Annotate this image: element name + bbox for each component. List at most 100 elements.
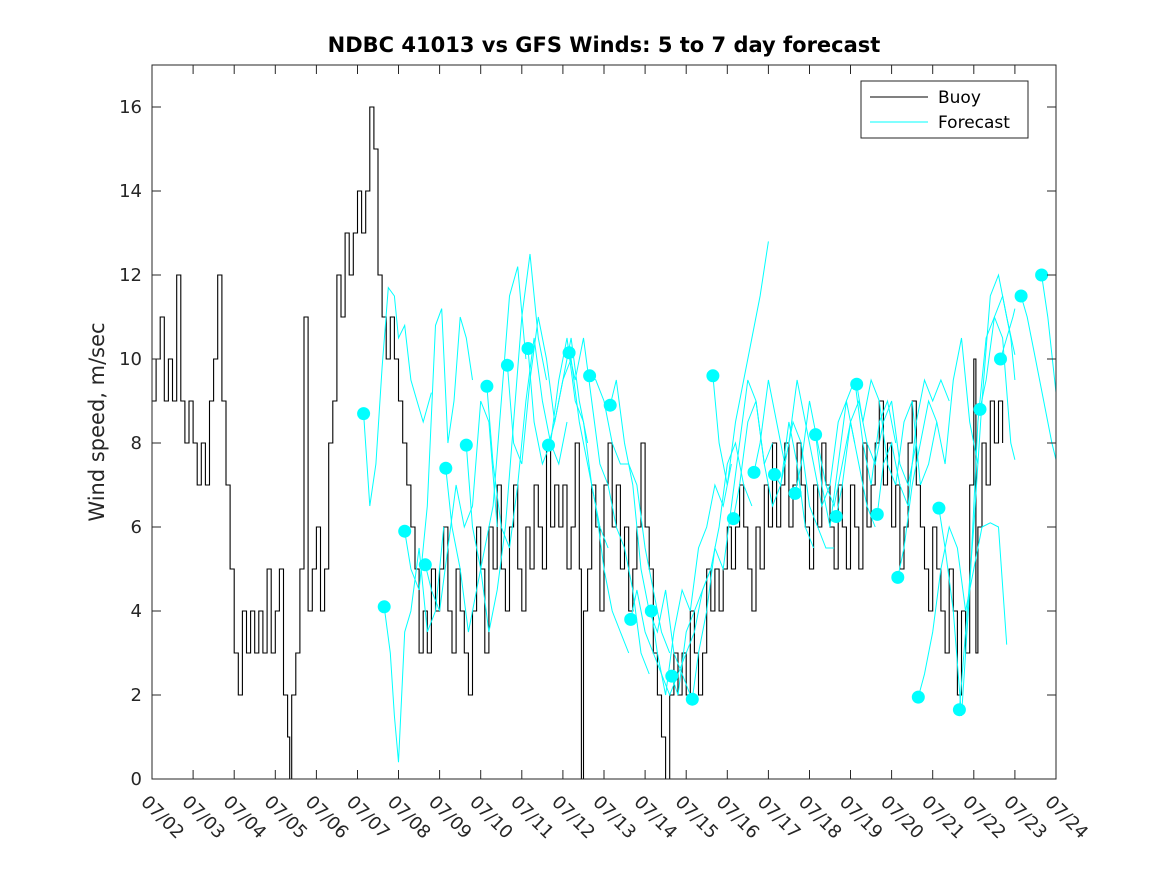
- forecast-start-marker: [644, 604, 658, 618]
- forecast-start-marker: [459, 438, 473, 452]
- x-tick-label: 07/11: [506, 792, 558, 844]
- x-tick-label: 07/18: [794, 792, 846, 844]
- forecast-line: [856, 378, 938, 486]
- x-tick-label: 07/10: [465, 792, 517, 844]
- x-tick-label: 07/07: [342, 792, 394, 844]
- y-tick-label: 10: [119, 349, 142, 370]
- x-tick-label: 07/06: [301, 792, 353, 844]
- forecast-line: [732, 400, 815, 549]
- forecast-line: [1020, 295, 1057, 460]
- forecast-line: [712, 241, 769, 486]
- forecast-series: [357, 241, 1057, 763]
- x-tick-label: 07/12: [547, 792, 599, 844]
- forecast-start-marker: [665, 669, 679, 683]
- x-tick-label: 07/03: [178, 792, 230, 844]
- forecast-start-marker: [891, 570, 905, 584]
- buoy-line: [152, 106, 1004, 780]
- forecast-line: [938, 315, 1016, 717]
- forecast-line: [465, 253, 547, 633]
- forecast-line: [568, 337, 650, 675]
- forecast-start-marker: [418, 558, 432, 572]
- y-tick-label: 0: [131, 769, 142, 790]
- forecast-line: [979, 294, 1016, 410]
- forecast-line: [609, 379, 691, 696]
- forecast-line: [774, 379, 856, 508]
- x-tick-label: 07/19: [835, 792, 887, 844]
- forecast-start-marker: [747, 465, 761, 479]
- x-tick-label: 07/02: [136, 792, 188, 844]
- y-tick-label: 12: [119, 265, 142, 286]
- forecast-start-marker: [377, 600, 391, 614]
- x-tick-label: 07/17: [753, 792, 805, 844]
- forecast-start-marker: [398, 524, 412, 538]
- forecast-start-marker: [500, 358, 514, 372]
- forecast-start-marker: [809, 428, 823, 442]
- y-tick-label: 8: [131, 433, 142, 454]
- forecast-line: [794, 400, 876, 528]
- forecast-start-marker: [870, 507, 884, 521]
- y-tick-labels: 0 2 4 6 8 10 12 14 16: [119, 97, 142, 790]
- forecast-line: [630, 568, 712, 697]
- legend-label-forecast: Forecast: [938, 113, 1010, 133]
- chart-title: NDBC 41013 vs GFS Winds: 5 to 7 day fore…: [328, 33, 881, 57]
- x-tick-label: 07/22: [958, 792, 1010, 844]
- x-tick-label: 07/05: [260, 792, 312, 844]
- forecast-start-marker: [521, 342, 535, 355]
- legend: Buoy Forecast: [860, 80, 1029, 139]
- forecast-line: [486, 337, 568, 549]
- x-tick-label: 07/04: [219, 792, 271, 844]
- forecast-line: [876, 378, 950, 515]
- legend-box: [860, 80, 1029, 139]
- x-tick-label: 07/13: [588, 792, 640, 844]
- y-tick-label: 4: [131, 601, 142, 622]
- forecast-start-marker: [788, 486, 802, 500]
- forecast-start-marker: [480, 379, 494, 393]
- forecast-start-marker: [357, 407, 371, 421]
- forecast-start-marker: [829, 510, 843, 523]
- x-tick-label: 07/16: [712, 792, 764, 844]
- plot-frame: [151, 64, 1057, 780]
- forecast-start-marker: [685, 692, 699, 706]
- x-tick-label: 07/23: [999, 792, 1051, 844]
- forecast-line: [404, 308, 473, 591]
- legend-label-buoy: Buoy: [938, 88, 981, 108]
- forecast-start-marker: [911, 690, 925, 704]
- forecast-line: [1000, 308, 1016, 360]
- y-tick-label: 14: [119, 181, 142, 202]
- forecast-line: [753, 379, 835, 549]
- x-tick-label: 07/14: [630, 792, 682, 844]
- forecast-line: [897, 337, 979, 578]
- y-axis-label: Wind speed, m/sec: [85, 322, 109, 521]
- forecast-start-marker: [706, 369, 720, 383]
- forecast-start-marker: [726, 512, 740, 526]
- forecast-start-marker: [850, 377, 864, 391]
- buoy-series: [152, 106, 1004, 780]
- forecast-start-marker: [994, 352, 1007, 366]
- x-tick-label: 07/21: [917, 792, 969, 844]
- forecast-start-marker: [973, 402, 987, 416]
- forecast-line: [1041, 274, 1057, 393]
- x-tick-labels: 07/0207/0307/0407/0507/0607/0707/0807/09…: [136, 792, 1092, 844]
- y-tick-label: 6: [131, 517, 142, 538]
- y-tick-label: 16: [119, 97, 142, 118]
- forecast-start-marker: [562, 346, 576, 360]
- x-tick-label: 07/24: [1040, 792, 1092, 844]
- forecast-line: [363, 286, 432, 507]
- forecast-start-marker: [1035, 268, 1049, 282]
- forecast-line: [548, 358, 630, 654]
- forecast-line: [650, 463, 732, 696]
- forecast-start-marker: [768, 468, 781, 481]
- x-tick-label: 07/20: [876, 792, 928, 844]
- y-tick-label: 2: [131, 685, 142, 706]
- forecast-start-marker: [439, 461, 453, 475]
- forecast-line: [835, 399, 917, 517]
- x-tick-label: 07/08: [383, 792, 435, 844]
- axis-ticks: [151, 65, 1057, 780]
- forecast-line: [383, 526, 445, 763]
- forecast-line: [917, 522, 1008, 698]
- forecast-line: [506, 316, 589, 465]
- forecast-line: [424, 400, 498, 612]
- forecast-start-marker: [542, 438, 555, 452]
- x-tick-label: 07/15: [671, 792, 723, 844]
